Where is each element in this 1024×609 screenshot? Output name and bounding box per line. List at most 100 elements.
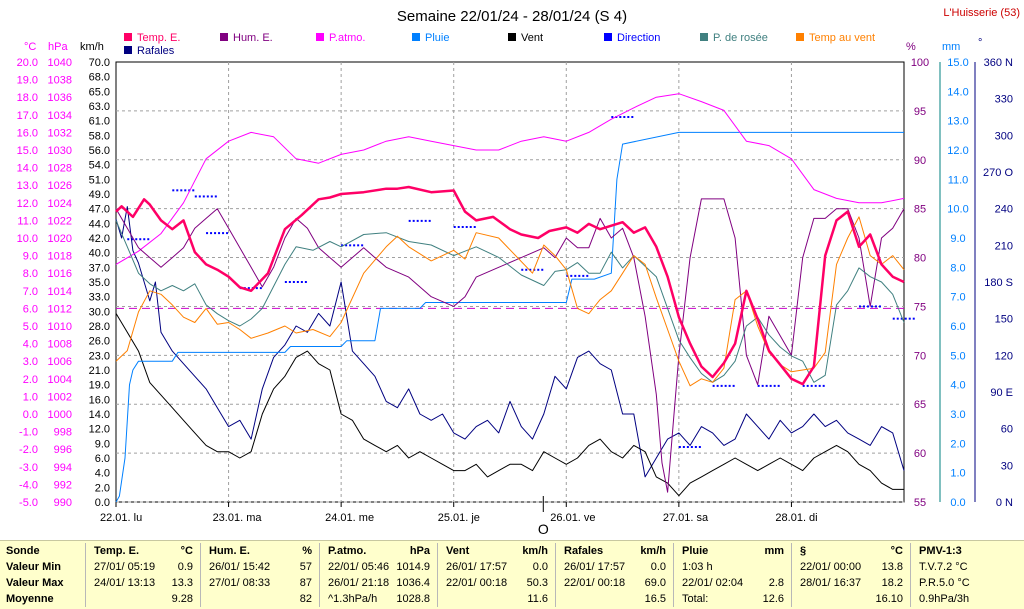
stats-date: 26/01/ 15:42 bbox=[209, 561, 271, 573]
humidity-tick: 70 bbox=[914, 350, 926, 362]
direction-marker bbox=[761, 384, 764, 387]
direction-marker bbox=[521, 268, 524, 271]
direction-marker bbox=[408, 219, 411, 222]
rain-tick: 13.0 bbox=[947, 116, 968, 128]
stats-header: § bbox=[800, 545, 807, 557]
pressure-tick: 1040 bbox=[48, 57, 72, 69]
stats-value: 9.28 bbox=[171, 593, 193, 605]
direction-marker bbox=[818, 384, 821, 387]
direction-marker bbox=[712, 384, 715, 387]
direction-marker bbox=[908, 317, 911, 320]
direction-marker bbox=[619, 116, 622, 118]
wind-tick: 47.0 bbox=[89, 204, 110, 216]
direction-marker bbox=[353, 244, 356, 247]
direction-marker bbox=[690, 446, 693, 448]
direction-marker bbox=[862, 305, 865, 308]
direction-marker bbox=[210, 232, 213, 235]
direction-marker bbox=[127, 238, 130, 241]
stats-value: 0.0 bbox=[650, 561, 666, 573]
stats-date: 22/01/ 05:46 bbox=[328, 561, 390, 573]
humidity-tick: 90 bbox=[914, 155, 926, 167]
direction-marker bbox=[202, 195, 205, 198]
rain-tick: 2.0 bbox=[950, 438, 965, 450]
humidity-tick: 65 bbox=[914, 399, 926, 411]
direction-marker bbox=[582, 274, 585, 277]
rain-tick: 3.0 bbox=[950, 409, 965, 421]
rain-tick: 15.0 bbox=[947, 57, 968, 69]
direction-marker bbox=[810, 384, 813, 387]
legend-label: Pluie bbox=[425, 32, 449, 44]
stats-value: P.R.5.0 °C bbox=[919, 577, 970, 589]
temp-tick: 15.0 bbox=[17, 145, 38, 157]
stats-value: 1036.4 bbox=[396, 577, 430, 589]
direction-marker bbox=[694, 446, 697, 448]
stats-value: 16.10 bbox=[875, 593, 903, 605]
pressure-tick: 1016 bbox=[48, 268, 72, 280]
pressure-tick: 1012 bbox=[48, 303, 72, 315]
temp-tick: -5.0 bbox=[19, 497, 38, 509]
pressure-tick: 1030 bbox=[48, 145, 72, 157]
direction-marker bbox=[180, 189, 183, 192]
chart-title: Semaine 22/01/24 - 28/01/24 (S 4) bbox=[397, 8, 627, 25]
pressure-tick: 1000 bbox=[48, 409, 72, 421]
pressure-tick: 1022 bbox=[48, 215, 72, 227]
stats-header: Vent bbox=[446, 545, 470, 557]
plot-area bbox=[115, 61, 905, 503]
temp-tick: 12.0 bbox=[17, 198, 38, 210]
stats-date: 22/01/ 00:18 bbox=[446, 577, 508, 589]
temp-tick: 6.0 bbox=[23, 303, 38, 315]
direction-marker bbox=[892, 317, 895, 320]
direction-marker bbox=[469, 226, 472, 228]
stats-header: Hum. E. bbox=[209, 545, 250, 557]
direction-marker bbox=[176, 189, 179, 192]
stats-value: 0.0 bbox=[532, 561, 548, 573]
temp-tick: 11.0 bbox=[17, 215, 38, 227]
rain-tick: 1.0 bbox=[950, 468, 965, 480]
temp-tick: -2.0 bbox=[19, 444, 38, 456]
legend-label: Direction bbox=[617, 32, 660, 44]
direction-marker bbox=[288, 281, 291, 283]
direction-marker bbox=[131, 238, 134, 241]
temp-tick: 5.0 bbox=[23, 321, 38, 333]
direction-marker bbox=[769, 384, 772, 387]
direction-marker bbox=[210, 195, 213, 198]
legend-swatch bbox=[412, 33, 420, 41]
temp-tick: 19.0 bbox=[17, 75, 38, 87]
wind-tick: 9.0 bbox=[95, 438, 110, 450]
direction-marker bbox=[416, 219, 419, 222]
direction-marker bbox=[172, 189, 175, 192]
direction-marker bbox=[822, 384, 825, 387]
direction-marker bbox=[218, 232, 221, 235]
station-name: L'Huisserie (53) bbox=[943, 7, 1020, 19]
stats-column: Sonde Valeur Min Valeur Max Moyenne bbox=[0, 541, 88, 609]
x-tick-label: 25.01. je bbox=[438, 512, 480, 524]
stats-column: P.atmo. hPa 22/01/ 05:46 1014.9 26/01/ 21:18… bbox=[322, 541, 440, 609]
stats-header: P.atmo. bbox=[328, 545, 367, 557]
direction-marker bbox=[194, 195, 197, 198]
stats-column: § °C 22/01/ 00:00 13.8 28/01/ 16:37 18.2 16.10 bbox=[794, 541, 913, 609]
direction-marker bbox=[147, 238, 150, 241]
wind-tick: 49.0 bbox=[89, 189, 110, 201]
wind-tick: 61.0 bbox=[89, 116, 110, 128]
direction-marker bbox=[226, 232, 229, 235]
legend-swatch bbox=[124, 33, 132, 41]
direction-marker bbox=[465, 226, 468, 228]
direction-marker bbox=[529, 268, 532, 271]
humidity-tick: 55 bbox=[914, 497, 926, 509]
legend-swatch bbox=[508, 33, 516, 41]
stats-unit: °C bbox=[180, 545, 193, 557]
temp-tick: 17.0 bbox=[17, 110, 38, 122]
stats-value: 1028.8 bbox=[396, 593, 430, 605]
pressure-tick: 998 bbox=[54, 427, 72, 439]
humidity-tick: 85 bbox=[914, 204, 926, 216]
direction-marker bbox=[858, 305, 861, 308]
stats-date: 27/01/ 08:33 bbox=[209, 577, 271, 589]
direction-marker bbox=[453, 226, 456, 228]
stats-date: 22/01/ 02:04 bbox=[682, 577, 744, 589]
direction-marker bbox=[222, 232, 225, 235]
wind-tick: 51.0 bbox=[89, 174, 110, 186]
wind-tick: 30.0 bbox=[89, 306, 110, 318]
pressure-unit: hPa bbox=[48, 41, 68, 53]
temp-tick: 16.0 bbox=[17, 127, 38, 139]
column-separator bbox=[673, 543, 674, 607]
